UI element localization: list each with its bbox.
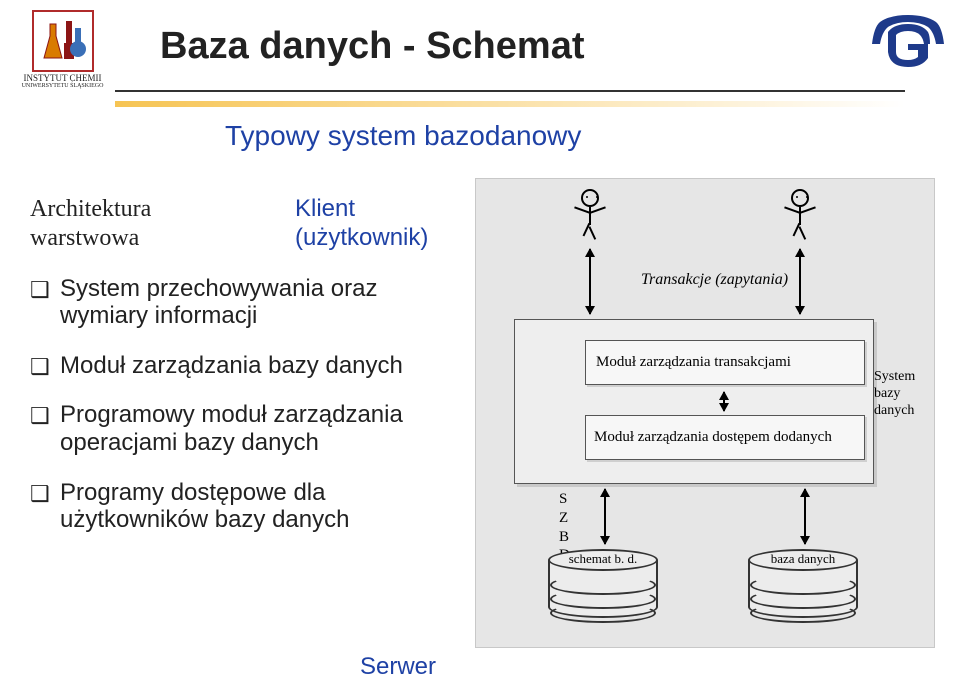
transaction-module-box: Moduł zarządzania transakcjami — [585, 340, 865, 385]
system-label: System bazy danych — [874, 369, 928, 419]
access-module-line-2: danych — [789, 429, 832, 446]
arrow-db — [804, 489, 806, 544]
bullet-3: Programowy moduł zarządzania operacjami … — [30, 401, 450, 456]
szbd-s: S — [559, 490, 570, 509]
bullet-1: System przechowywania oraz wymiary infor… — [30, 275, 450, 330]
database-cylinder-icon: baza danych — [748, 549, 858, 629]
szbd-z: Z — [559, 509, 570, 528]
client-line-2: (użytkownik) — [295, 224, 428, 251]
schema-cylinder-icon: schemat b. d. — [548, 549, 658, 629]
logo-left-caption: INSTYTUT CHEMII UNIWERSYTETU ŚLĄSKIEGO — [15, 74, 110, 90]
user-icon-1 — [576, 189, 604, 244]
schema-cyl-label: schemat b. d. — [548, 551, 658, 567]
access-module-line-1: Moduł zarządzania dostępem do — [594, 429, 789, 446]
logo-left: INSTYTUT CHEMII UNIWERSYTETU ŚLĄSKIEGO — [15, 10, 110, 95]
diagram: Transakcje (zapytania) S Z B D Moduł zar… — [475, 178, 935, 648]
arrow-schema — [604, 489, 606, 544]
slide-title: Baza danych - Schemat — [160, 25, 584, 68]
logo-right — [872, 12, 944, 67]
access-module-box: Moduł zarządzania dostępem do danych — [585, 415, 865, 460]
title-underline — [115, 88, 905, 100]
arrow-modules — [723, 392, 725, 411]
arrow-user-1 — [589, 249, 591, 314]
transactions-label: Transakcje (zapytania) — [641, 271, 788, 289]
arch-line-1: Architektura — [30, 196, 151, 222]
client-line-1: Klient — [295, 195, 355, 222]
user-icon-2 — [786, 189, 814, 244]
szbd-box: S Z B D Moduł zarządzania transakcjami M… — [514, 319, 874, 484]
arrow-user-2 — [799, 249, 801, 314]
slide-subtitle: Typowy system bazodanowy — [225, 120, 581, 152]
bullet-2: Moduł zarządzania bazy danych — [30, 352, 450, 380]
chemistry-icon — [32, 10, 94, 72]
serwer-label: Serwer — [360, 653, 436, 681]
logo-caption-2: UNIWERSYTETU ŚLĄSKIEGO — [15, 83, 110, 89]
szbd-b: B — [559, 528, 570, 547]
db-cyl-label: baza danych — [748, 551, 858, 567]
arch-line-2: warstwowa — [30, 225, 139, 251]
bullet-4: Programy dostępowe dla użytkowników bazy… — [30, 479, 450, 534]
client-label: Klient (użytkownik) — [295, 195, 428, 253]
